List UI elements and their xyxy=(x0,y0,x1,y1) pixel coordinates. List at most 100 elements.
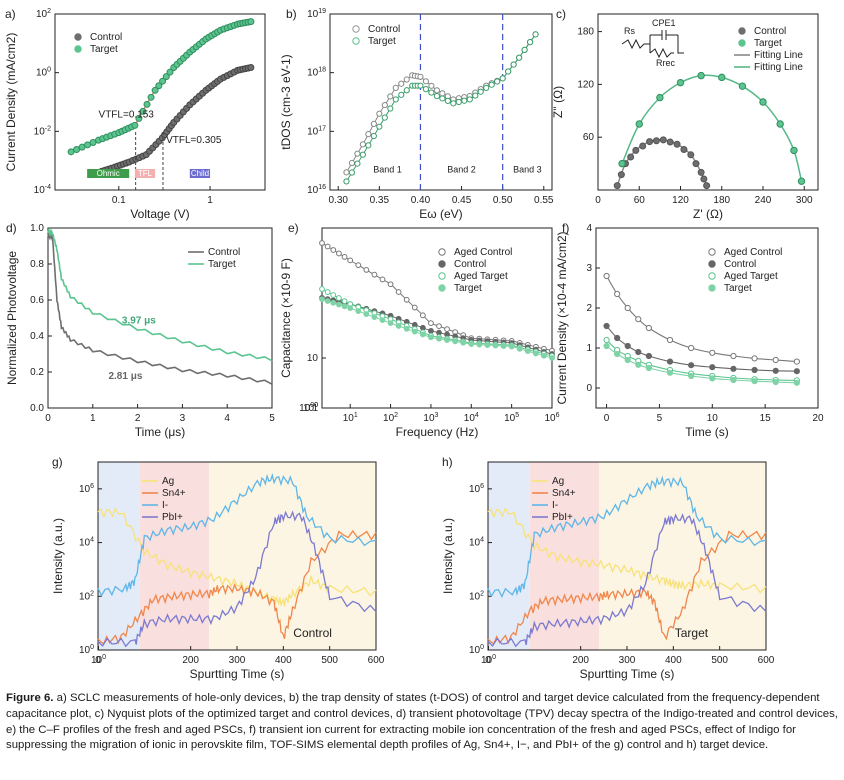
legend-label: PbI+ xyxy=(162,512,183,523)
target-point xyxy=(461,97,468,104)
x-tick-label: 1 xyxy=(90,413,96,424)
control-point xyxy=(617,171,625,179)
control-trace xyxy=(47,231,273,385)
ion-point xyxy=(624,342,631,350)
y-tick-label: 3 xyxy=(586,263,592,274)
target-point xyxy=(444,97,451,104)
target-point xyxy=(398,91,405,98)
x-tick-label: 240 xyxy=(755,195,772,206)
y-tick-label: 0.2 xyxy=(30,367,44,378)
ion-point xyxy=(730,352,737,360)
legend-swatch xyxy=(708,260,716,268)
x-tick-label: 400 xyxy=(665,655,682,666)
control-point xyxy=(697,168,705,176)
target-point xyxy=(488,81,495,88)
x-axis-label: Spurtting Time (s) xyxy=(190,667,285,681)
cf-point xyxy=(403,296,410,303)
ion-point xyxy=(614,350,621,358)
plot-frame xyxy=(54,13,266,191)
legend-label: I- xyxy=(162,500,168,511)
cf-point xyxy=(379,317,386,323)
y-axis-label: Normalized Photovoltage xyxy=(5,251,19,385)
target-point xyxy=(499,75,506,82)
x-tick-label: 300 xyxy=(619,655,636,666)
control-point xyxy=(247,64,255,72)
control-point xyxy=(627,153,635,161)
x-tick-label: 0.45 xyxy=(452,195,472,206)
y-tick-label: 102 xyxy=(469,590,484,602)
ion-point xyxy=(645,364,652,372)
x-tick-label: 20 xyxy=(812,413,824,424)
ion-point xyxy=(751,378,758,385)
ion-point xyxy=(645,324,652,332)
cf-point xyxy=(444,326,450,333)
regime-label: Ohmic xyxy=(97,169,120,178)
depth-trace-ag xyxy=(487,506,767,594)
device-label: Target xyxy=(675,626,709,640)
ion-point xyxy=(772,356,779,364)
target-point xyxy=(247,18,255,26)
cf-point xyxy=(355,262,362,269)
ion-point xyxy=(793,368,800,375)
cf-point xyxy=(419,312,426,319)
legend-swatch xyxy=(74,33,82,41)
legend-swatch xyxy=(74,45,82,53)
legend-label: Ag xyxy=(162,476,174,487)
plot-frame xyxy=(47,227,273,409)
legend-swatch xyxy=(352,25,360,33)
legend-swatch xyxy=(438,284,446,292)
cf-point xyxy=(403,325,410,332)
cf-point xyxy=(428,327,434,334)
legend-label: Fitting Line xyxy=(754,62,803,73)
target-point xyxy=(359,151,366,158)
ion-point xyxy=(614,290,621,298)
target-point xyxy=(381,114,388,121)
control-point xyxy=(392,84,399,91)
legend-label: Control xyxy=(754,26,786,37)
cf-point xyxy=(324,289,331,295)
ion-point xyxy=(614,334,621,342)
cf-point xyxy=(516,345,523,352)
panel-letter: e) xyxy=(288,221,299,235)
control-point xyxy=(428,82,435,89)
y-tick-label: 0 xyxy=(586,383,592,394)
y-tick-label: 1017 xyxy=(307,125,326,137)
legend-label: Target xyxy=(208,259,236,270)
control-point xyxy=(613,182,621,190)
cf-point xyxy=(508,343,515,350)
cf-point xyxy=(436,323,442,330)
control-point xyxy=(433,87,440,94)
ion-point xyxy=(730,365,737,372)
target-point xyxy=(526,39,534,46)
ion-point xyxy=(751,366,758,374)
ion-point xyxy=(603,336,610,344)
control-point xyxy=(422,78,430,85)
x-tick-label: 104 xyxy=(464,412,479,424)
x-axis-label: Eω (eV) xyxy=(419,207,462,221)
cf-point xyxy=(336,301,342,308)
cf-point xyxy=(379,276,386,283)
ion-point xyxy=(688,344,695,352)
y-tick-label: 106 xyxy=(469,483,484,495)
x-tick-label: 102 xyxy=(383,412,398,424)
target-point xyxy=(343,178,350,185)
legend-label: Aged Target xyxy=(454,271,508,282)
x-tick-label: 0 xyxy=(485,655,491,666)
x-tick-label: 0.40 xyxy=(411,195,431,206)
panel-letter: d) xyxy=(6,221,17,235)
target-point xyxy=(403,87,410,94)
target-point xyxy=(521,46,528,54)
y-tick-label: 1 xyxy=(586,343,592,354)
x-tick-label: 120 xyxy=(672,195,689,206)
y-tick-label: 1018 xyxy=(307,67,326,79)
ion-point xyxy=(645,352,652,360)
legend-label: I- xyxy=(552,500,558,511)
y-axis-label: Intensity (a.u.) xyxy=(51,518,65,594)
target-point xyxy=(676,78,685,87)
target-point xyxy=(776,120,784,128)
fitting-line xyxy=(621,74,803,182)
panel-letter: g) xyxy=(52,455,63,469)
regime-label: Child xyxy=(191,169,209,178)
target-point xyxy=(135,114,143,122)
